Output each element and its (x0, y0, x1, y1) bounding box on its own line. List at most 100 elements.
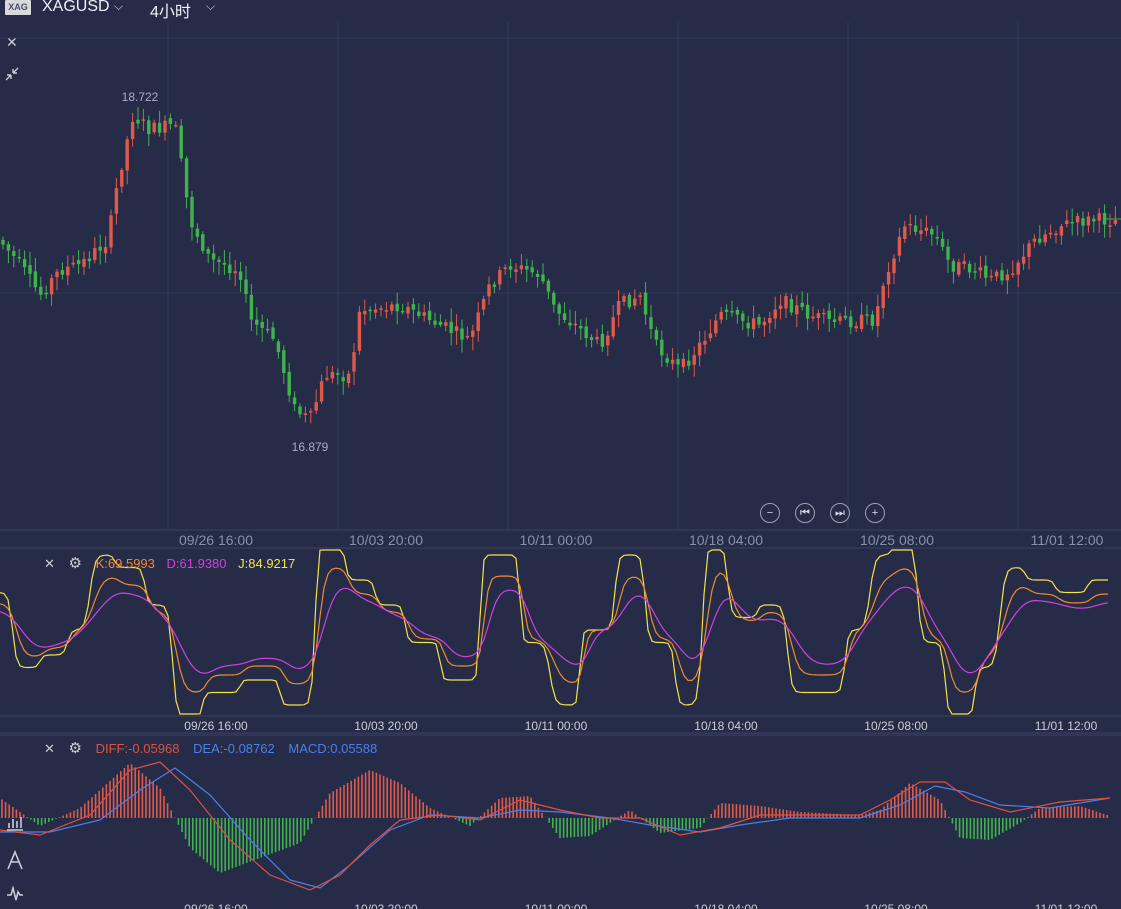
candle (114, 188, 119, 214)
candle (136, 119, 140, 124)
kdj-d-line (0, 586, 1109, 674)
candle (843, 315, 848, 319)
low-price-marker: 16.879 (292, 440, 329, 454)
candle (660, 339, 664, 356)
candle (762, 321, 767, 326)
candle (1043, 234, 1047, 243)
timeframe-selector[interactable]: 4小时 (150, 4, 191, 21)
candle (978, 267, 983, 271)
x-axis-label: 11/01 12:00 (1035, 902, 1098, 909)
candle (773, 309, 777, 319)
candle (1086, 216, 1091, 226)
macd-indicator (0, 761, 1111, 891)
candle (28, 265, 32, 274)
candle (238, 271, 243, 280)
candle (994, 271, 999, 277)
zoom-in-button[interactable]: + (865, 503, 885, 523)
candle (228, 264, 232, 274)
candle (60, 270, 65, 275)
candle (503, 267, 507, 269)
candle (913, 225, 918, 232)
candle (336, 373, 340, 375)
candle (800, 302, 804, 308)
candle (1, 239, 5, 245)
candle (584, 326, 588, 339)
macd-legend: ✕ ⚙ DIFF:-0.05968 DEA:-0.08762 MACD:0.05… (44, 739, 387, 757)
close-icon[interactable]: ✕ (44, 556, 55, 571)
candle (33, 271, 38, 288)
candle (557, 304, 561, 314)
candle (492, 284, 497, 287)
candle (211, 253, 216, 260)
scroll-start-button[interactable]: ⏮ (795, 503, 815, 523)
candle (465, 336, 470, 338)
candle (627, 294, 632, 308)
symbol-logo: XAG (5, 0, 31, 15)
x-axis-label: 11/01 12:00 (1031, 532, 1104, 548)
candle (163, 120, 167, 133)
candle (633, 298, 637, 306)
candle (39, 286, 43, 295)
candle (498, 270, 502, 285)
candle (724, 309, 729, 312)
candle (368, 309, 372, 312)
candle (746, 322, 750, 329)
candle (390, 304, 394, 311)
candle (303, 413, 308, 415)
x-axis-label: 10/11 00:00 (525, 719, 588, 733)
close-icon[interactable]: ✕ (44, 741, 55, 756)
candle (417, 311, 421, 316)
candle (427, 310, 432, 321)
candle (141, 119, 146, 121)
candle (832, 319, 837, 323)
candle (546, 280, 551, 292)
candle (719, 311, 723, 320)
candle (805, 304, 810, 319)
macd-diff-value: DIFF:-0.05968 (95, 741, 180, 756)
x-axis-label: 09/26 16:00 (184, 719, 248, 733)
close-icon[interactable]: ✕ (6, 34, 18, 50)
candle (681, 358, 686, 368)
candle (87, 258, 92, 262)
candle (606, 335, 610, 346)
candle (589, 337, 594, 341)
candle (373, 309, 378, 313)
x-axis-label: 10/11 00:00 (520, 532, 593, 548)
zoom-out-button[interactable]: − (760, 503, 780, 523)
candle (152, 122, 156, 133)
candle (989, 275, 993, 278)
candle (190, 196, 194, 228)
candle (951, 261, 956, 272)
candle (1059, 226, 1064, 236)
candle (1038, 238, 1042, 243)
gear-icon[interactable]: ⚙ (68, 555, 82, 572)
candle (519, 265, 524, 270)
candle (670, 359, 675, 364)
gear-icon[interactable]: ⚙ (68, 740, 82, 757)
candle (1075, 216, 1080, 223)
candle (384, 310, 389, 312)
chart-type-icon[interactable] (6, 815, 24, 835)
candle (1065, 220, 1069, 225)
x-axis-label: 10/03 20:00 (349, 532, 423, 548)
x-axis-label: 10/25 08:00 (864, 719, 928, 733)
collapse-icon[interactable] (4, 66, 20, 85)
candle (406, 306, 410, 314)
candle (687, 360, 691, 366)
candle (314, 402, 318, 411)
scroll-end-button[interactable]: ⏭ (830, 503, 850, 523)
candle (487, 284, 491, 297)
chevron-down-icon[interactable]: ⌵ (206, 0, 216, 13)
candle (438, 321, 443, 326)
indicators-icon[interactable] (6, 884, 24, 906)
candle (892, 258, 896, 274)
chevron-down-icon[interactable]: ⌵ (114, 0, 124, 13)
candle (103, 247, 108, 254)
candle (481, 299, 486, 310)
drawing-tools-icon[interactable] (6, 849, 24, 874)
candle (514, 269, 518, 272)
symbol-selector[interactable]: XAGUSD (42, 0, 110, 15)
candle (811, 316, 815, 319)
x-axis-label: 10/03 20:00 (354, 719, 418, 733)
